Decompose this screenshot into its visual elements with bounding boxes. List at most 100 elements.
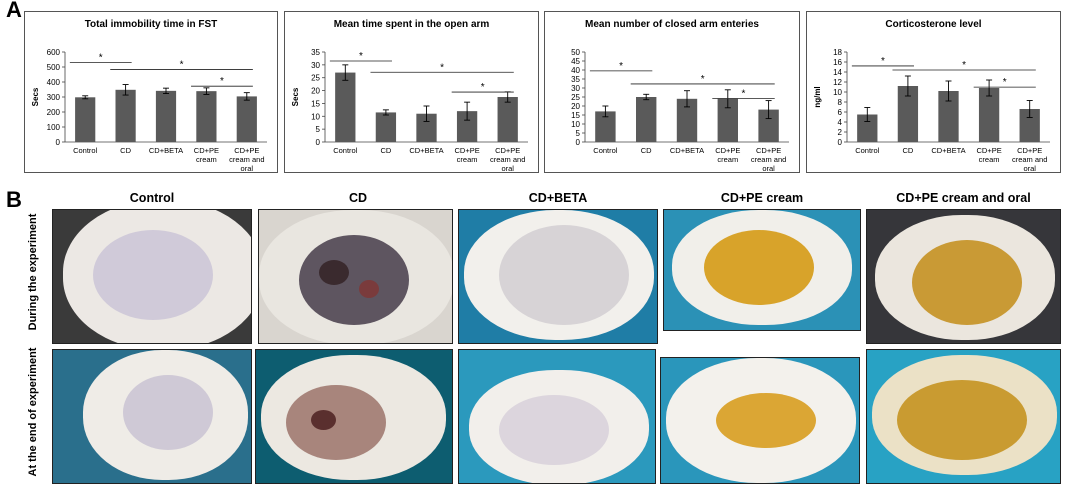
x-tick-label: CD+BETA	[670, 146, 704, 155]
bar-5	[497, 97, 518, 142]
x-tick-label: CD+PE	[454, 146, 479, 155]
y-tick-label: 18	[833, 48, 842, 57]
y-tick-label: 30	[571, 84, 580, 93]
significance-star: *	[701, 74, 705, 85]
x-tick-label: CD+PE	[234, 146, 259, 155]
chart-closed-arm: Mean number of closed arm enteries 0 5 10 1…	[544, 11, 800, 173]
bar-3	[416, 113, 437, 142]
photo-cd-during	[258, 209, 453, 344]
significance-star: *	[619, 61, 623, 72]
y-tick-label: 25	[571, 93, 580, 102]
significance-star: *	[881, 56, 885, 67]
x-tick-label: cream and	[229, 155, 264, 164]
y-tick-label: 2	[838, 128, 843, 137]
y-tick-label: 20	[311, 87, 320, 96]
y-tick-label: 100	[47, 123, 61, 132]
significance-star: *	[481, 82, 485, 93]
y-axis-label: Secs	[291, 87, 300, 106]
column-header-control: Control	[129, 191, 175, 205]
y-axis-label: ng/ml	[813, 86, 822, 107]
y-tick-label: 35	[571, 75, 580, 84]
x-tick-label: CD+PE	[495, 146, 520, 155]
bar-2	[636, 97, 657, 142]
bar-1	[595, 111, 616, 142]
y-tick-label: 8	[838, 98, 843, 107]
x-tick-label: Control	[593, 146, 618, 155]
x-tick-label: CD	[641, 146, 652, 155]
significance-star: *	[742, 88, 746, 99]
bar-2	[115, 89, 136, 142]
x-tick-label: cream and	[1012, 155, 1047, 164]
bar-4	[456, 111, 478, 142]
chart-open-arm: Mean time spent in the open arm 0 5 10 15 20…	[284, 11, 539, 173]
x-tick-label: cream	[979, 155, 1000, 164]
x-tick-label: oral	[241, 164, 254, 173]
y-tick-label: 10	[833, 88, 842, 97]
y-tick-label: 500	[47, 63, 61, 72]
photo-cd-pe-cream-during	[663, 209, 861, 331]
chart-title: Mean number of closed arm enteries	[585, 19, 759, 30]
photo-cd-pe-cream-oral-during	[866, 209, 1061, 344]
bar-4	[196, 91, 217, 142]
y-tick-label: 15	[311, 99, 320, 108]
bar-3	[676, 98, 698, 142]
row-label-during: During the experiment	[27, 213, 39, 331]
photo-cd-beta-during	[458, 209, 658, 344]
y-tick-label: 300	[47, 93, 61, 102]
x-tick-label: cream	[717, 155, 738, 164]
y-tick-label: 15	[571, 111, 580, 120]
bar-1	[75, 97, 96, 142]
y-tick-label: 6	[838, 108, 843, 117]
bar-1	[857, 114, 878, 142]
panel-label-a: A	[6, 0, 22, 22]
x-tick-label: CD+BETA	[149, 146, 183, 155]
y-axis-label: Secs	[31, 87, 40, 106]
significance-star: *	[962, 60, 966, 71]
column-header-cd-pe-cream-oral: CD+PE cream and oral	[896, 191, 1031, 205]
chart-svg: 0 100 200 300 400 500 600 Secs Control CD CD+BETA C…	[31, 48, 267, 173]
y-tick-label: 14	[833, 68, 842, 77]
column-header-cd-pe-cream: CD+PE cream	[720, 191, 804, 205]
photo-control-during	[52, 209, 252, 344]
y-tick-label: 5	[576, 129, 581, 138]
y-tick-label: 35	[311, 48, 320, 57]
y-tick-label: 0	[56, 138, 61, 147]
chart-title: Corticosterone level	[885, 19, 982, 30]
y-tick-label: 400	[47, 78, 61, 87]
chart-title: Total immobility time in FST	[84, 19, 218, 30]
x-tick-label: CD	[120, 146, 131, 155]
photo-cd-beta-end	[458, 349, 656, 484]
significance-star: *	[220, 76, 224, 87]
x-tick-label: oral	[762, 164, 775, 173]
x-tick-label: CD+PE	[976, 146, 1001, 155]
y-tick-label: 600	[47, 48, 61, 57]
x-tick-label: cream and	[490, 155, 525, 164]
x-tick-label: cream	[196, 155, 217, 164]
bar-5	[236, 96, 257, 142]
chart-immobility-fst: Total immobility time in FST 0 100 200 300 4…	[24, 11, 278, 173]
x-tick-label: cream and	[751, 155, 786, 164]
photo-cd-end	[255, 349, 453, 484]
x-tick-label: CD+PE	[715, 146, 740, 155]
x-tick-label: CD+PE	[194, 146, 219, 155]
y-tick-label: 20	[571, 102, 580, 111]
y-tick-label: 10	[311, 112, 320, 121]
y-tick-label: 25	[311, 74, 320, 83]
y-tick-label: 16	[833, 58, 842, 67]
bar-4	[717, 98, 738, 142]
y-tick-label: 0	[316, 138, 321, 147]
x-tick-label: cream	[457, 155, 478, 164]
bar-1	[335, 72, 356, 142]
column-header-cd-beta: CD+BETA	[528, 191, 588, 205]
x-tick-label: CD+PE	[1017, 146, 1042, 155]
bar-3	[938, 91, 959, 142]
bar-5	[1019, 109, 1040, 142]
y-tick-label: 5	[316, 125, 321, 134]
y-tick-label: 30	[311, 61, 320, 70]
bar-3	[155, 90, 177, 142]
x-tick-label: oral	[1023, 164, 1036, 173]
x-tick-label: Control	[333, 146, 358, 155]
y-tick-label: 45	[571, 57, 580, 66]
